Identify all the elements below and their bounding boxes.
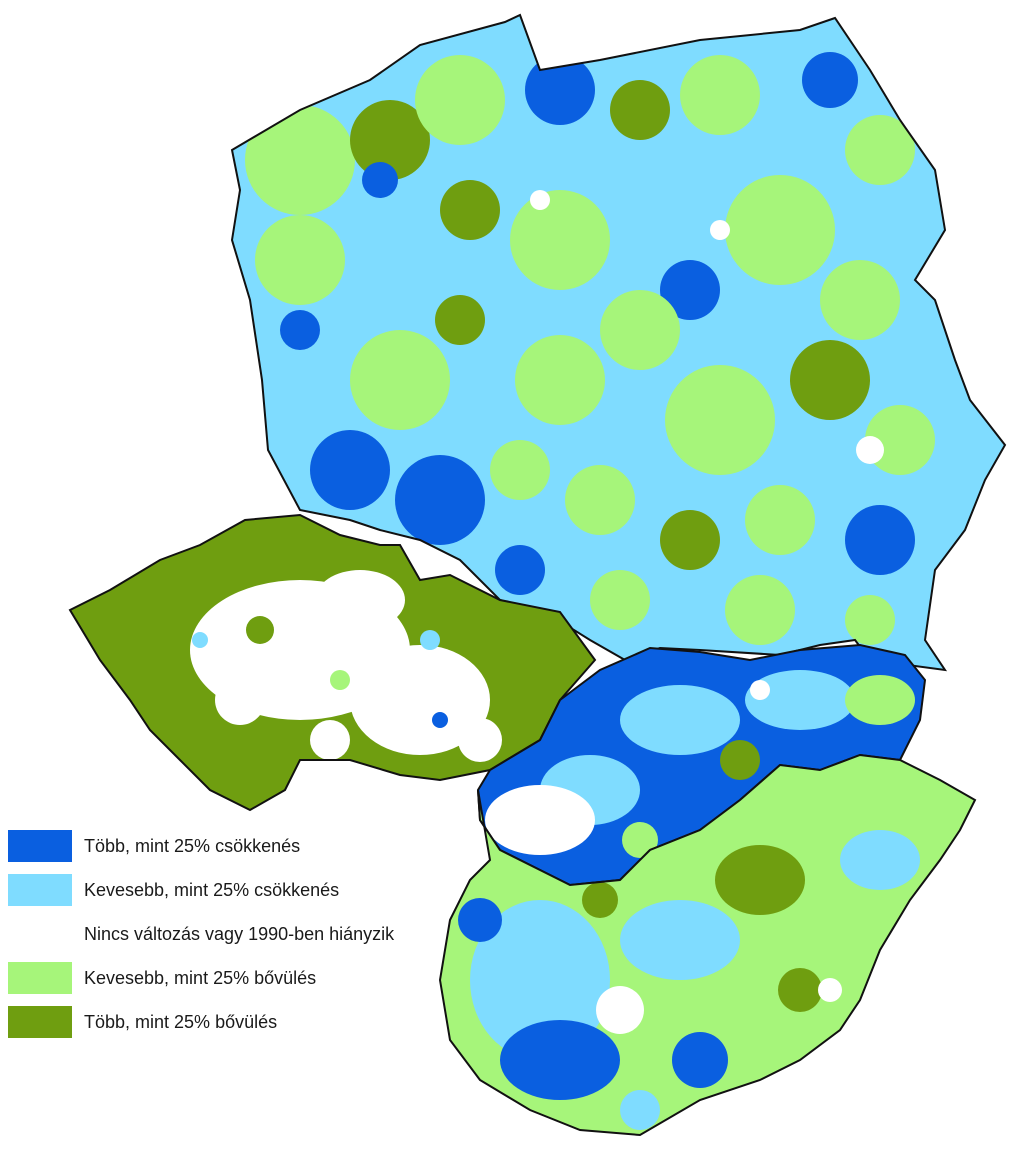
legend-label: Több, mint 25% bővülés	[84, 1011, 278, 1032]
legend-label: Kevesebb, mint 25% csökkenés	[84, 879, 340, 900]
hungary-patches	[458, 830, 920, 1130]
region-czechia	[69, 514, 596, 811]
legend-item: Nincs változás vagy 1990-ben hiányzik	[8, 916, 478, 952]
legend-swatch	[8, 918, 72, 950]
slovakia-patches	[485, 670, 915, 858]
legend-item: Kevesebb, mint 25% csökkenés	[8, 872, 478, 908]
legend-item: Több, mint 25% csökkenés	[8, 828, 478, 864]
region-poland	[231, 14, 1006, 671]
legend-item: Több, mint 25% bővülés	[8, 1004, 478, 1040]
legend-swatch	[8, 962, 72, 994]
region-hungary	[439, 754, 976, 1136]
region-slovakia	[477, 644, 926, 886]
legend-label: Több, mint 25% csökkenés	[84, 835, 301, 856]
legend-swatch	[8, 830, 72, 862]
legend-swatch	[8, 1006, 72, 1038]
legend-label: Nincs változás vagy 1990-ben hiányzik	[84, 923, 395, 944]
legend: Több, mint 25% csökkenés Kevesebb, mint …	[8, 828, 478, 1048]
legend-item: Kevesebb, mint 25% bővülés	[8, 960, 478, 996]
legend-swatch	[8, 874, 72, 906]
legend-label: Kevesebb, mint 25% bővülés	[84, 967, 317, 988]
czechia-patches	[190, 570, 502, 762]
poland-patches	[245, 52, 935, 645]
